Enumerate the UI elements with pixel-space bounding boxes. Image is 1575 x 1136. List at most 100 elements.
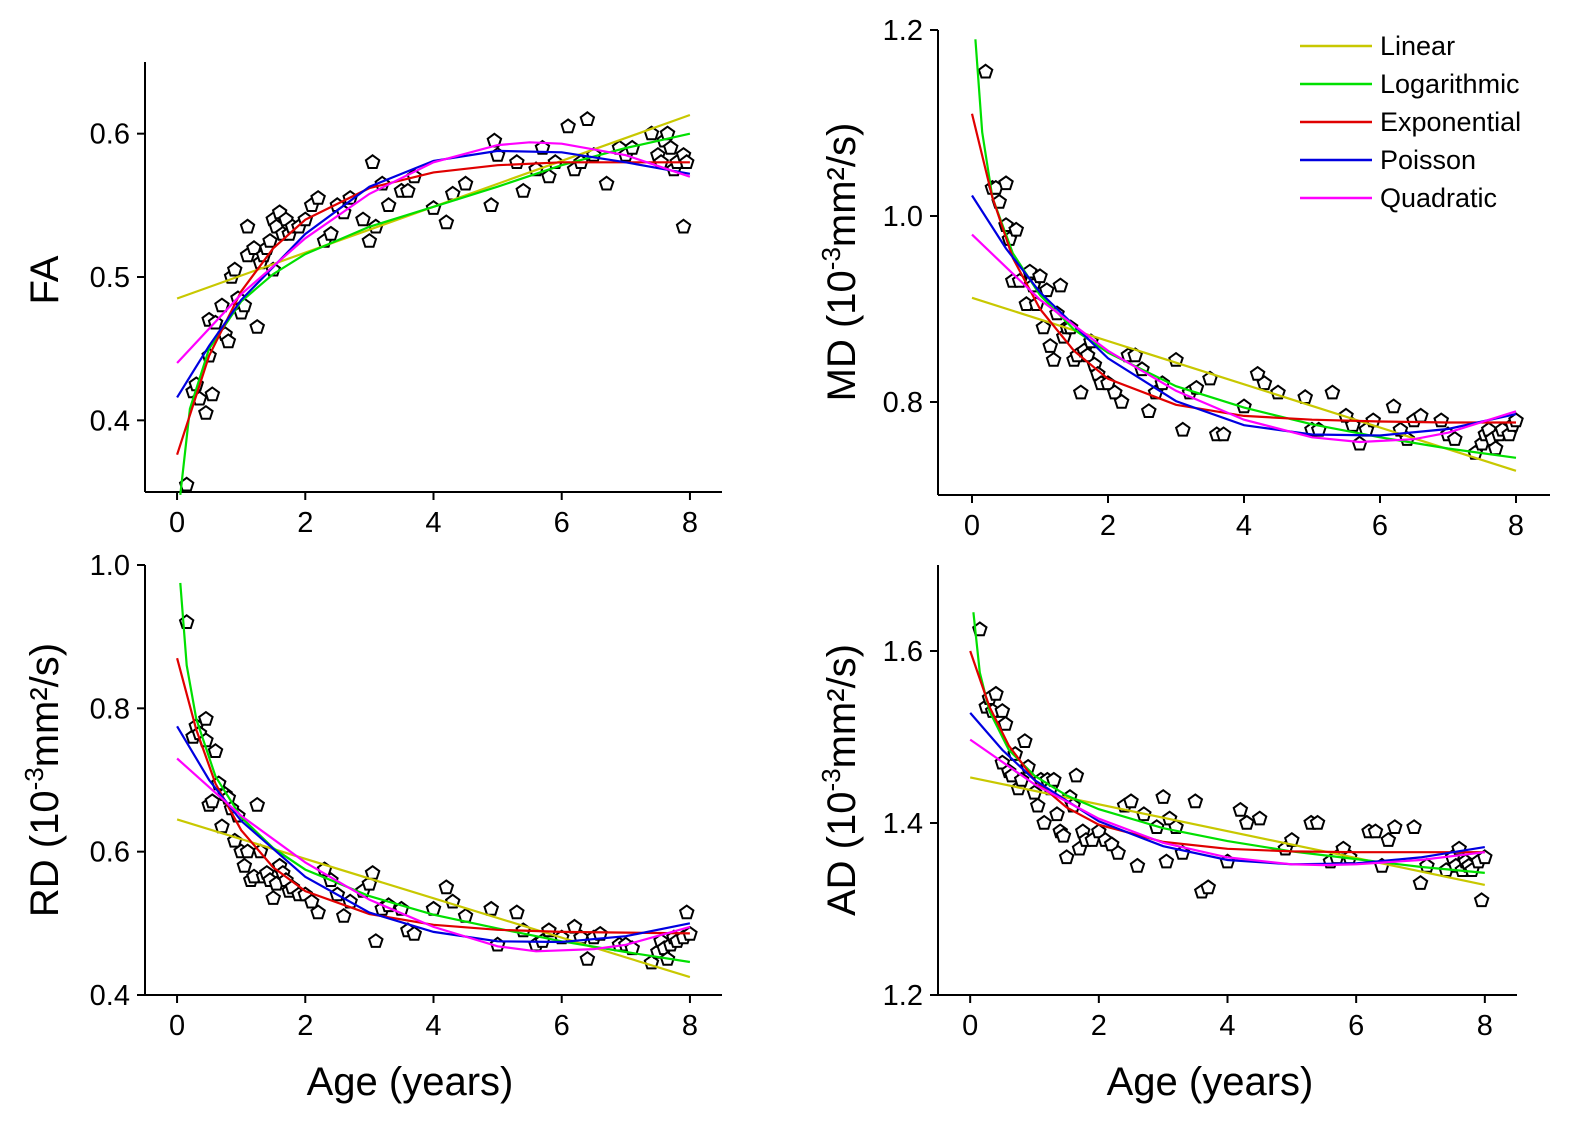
data-point — [198, 710, 214, 726]
data-point — [579, 950, 596, 966]
x-tick-label: 2 — [1091, 1010, 1107, 1042]
x-tick-label: 4 — [425, 507, 441, 539]
fit-line-quadratic — [969, 738, 1485, 867]
data-point — [249, 318, 266, 334]
data-point — [355, 211, 371, 227]
data-point — [1123, 793, 1139, 809]
data-point — [682, 925, 698, 941]
data-point — [678, 904, 695, 920]
y-axis-title: RD (10-3mm²/s) — [19, 643, 67, 917]
y-tick-label: 0.5 — [90, 262, 130, 294]
data-point — [1256, 375, 1273, 391]
data-point — [483, 900, 500, 916]
data-point — [1140, 403, 1157, 418]
data-point — [214, 818, 230, 834]
x-tick-label: 2 — [297, 507, 313, 539]
y-tick-label: 0.4 — [90, 980, 130, 1012]
fit-line-logarithmic — [179, 132, 691, 496]
data-point — [1036, 814, 1052, 830]
x-tick-label: 8 — [1508, 510, 1524, 542]
legend-label-poisson: Poisson — [1380, 145, 1476, 175]
data-point — [400, 182, 416, 198]
data-point — [509, 904, 525, 920]
data-point — [265, 890, 282, 905]
data-point — [560, 118, 576, 134]
data-point — [534, 139, 551, 155]
data-point — [1215, 426, 1232, 442]
data-point — [214, 297, 230, 313]
data-point — [579, 111, 596, 126]
x-axis-title-left: Age (years) — [307, 1060, 514, 1104]
data-point — [1446, 430, 1463, 446]
data-point — [1155, 788, 1171, 804]
legend-label-exponential: Exponential — [1380, 107, 1521, 137]
data-point — [515, 182, 532, 198]
data-point — [483, 197, 500, 212]
fit-line-exponential — [176, 657, 690, 935]
x-tick-label: 2 — [1100, 510, 1116, 542]
x-tick-label: 8 — [1477, 1010, 1493, 1042]
y-tick-label: 1.0 — [883, 201, 923, 233]
data-point — [249, 796, 266, 812]
data-point — [438, 214, 455, 230]
data-point — [380, 197, 397, 212]
data-point — [1110, 844, 1126, 860]
data-point — [1249, 365, 1266, 381]
data-point — [977, 63, 994, 79]
x-tick-label: 2 — [297, 1010, 313, 1042]
data-point — [988, 685, 1004, 701]
data-point — [204, 386, 221, 402]
x-tick-label: 0 — [169, 1010, 185, 1042]
data-point — [1113, 393, 1130, 409]
x-tick-label: 6 — [1348, 1010, 1364, 1042]
data-point — [1174, 421, 1191, 437]
data-point — [1351, 435, 1368, 451]
data-point — [323, 225, 339, 241]
data-point — [1129, 857, 1146, 873]
data-point — [1386, 819, 1403, 834]
legend-label-quadratic: Quadratic — [1380, 183, 1497, 213]
data-point — [1052, 277, 1069, 293]
data-point — [1013, 771, 1030, 787]
data-point — [675, 218, 692, 234]
data-point — [204, 793, 221, 809]
data-point — [1045, 771, 1062, 787]
data-point — [566, 918, 583, 934]
data-point — [1433, 412, 1450, 428]
data-point — [1072, 384, 1089, 400]
y-tick-label: 0.6 — [90, 837, 130, 869]
y-tick-label: 0.8 — [883, 387, 923, 419]
data-point — [364, 864, 381, 880]
fit-line-linear — [971, 296, 1517, 472]
x-tick-label: 4 — [1219, 1010, 1235, 1042]
data-point — [438, 879, 455, 895]
data-point — [1042, 337, 1059, 353]
x-tick-label: 0 — [964, 510, 980, 542]
y-axis-title: MD (10-3mm²/s) — [816, 123, 864, 402]
y-tick-label: 1.2 — [883, 15, 923, 47]
x-tick-label: 6 — [554, 1010, 570, 1042]
y-tick-label: 0.4 — [90, 405, 130, 437]
fit-line-linear — [969, 776, 1486, 886]
fit-line-quadratic — [176, 141, 691, 364]
data-point — [1297, 389, 1314, 404]
data-point — [994, 702, 1011, 718]
data-point — [598, 175, 615, 191]
x-tick-label: 6 — [1372, 510, 1388, 542]
data-point — [1380, 831, 1397, 847]
data-point — [1200, 879, 1217, 895]
data-point — [1385, 398, 1402, 414]
data-point — [1232, 801, 1249, 817]
data-point — [303, 893, 320, 909]
y-axis-title: AD (10-3mm²/s) — [816, 644, 864, 916]
data-point — [457, 175, 474, 191]
data-point — [1187, 793, 1204, 809]
data-point — [1049, 806, 1065, 822]
legend: Linear Logarithmic Exponential Poisson Quadr… — [1300, 31, 1521, 213]
data-point — [1309, 814, 1326, 830]
data-point — [1412, 874, 1429, 890]
data-point — [1284, 831, 1300, 847]
data-point — [1055, 827, 1072, 843]
data-point — [364, 154, 381, 169]
data-point — [310, 904, 326, 920]
